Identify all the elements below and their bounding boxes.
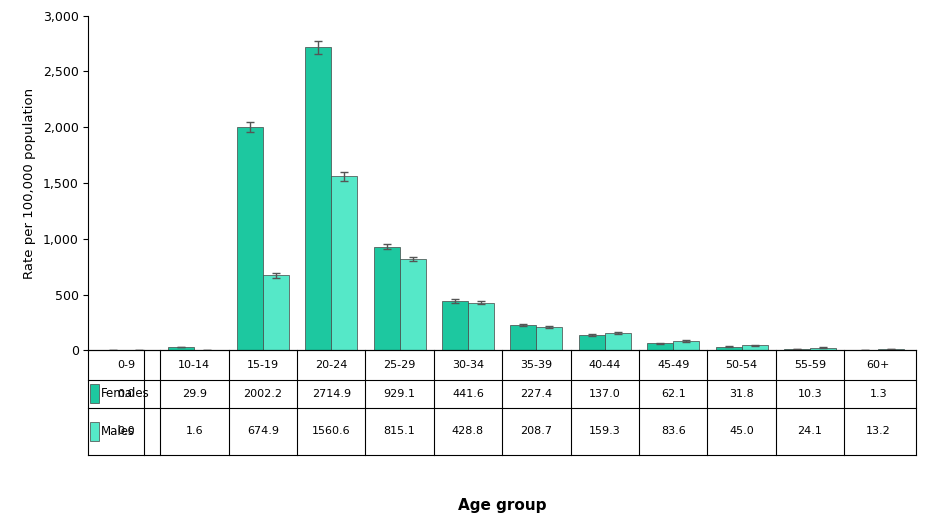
Bar (331, 176, 357, 350)
Text: 62.1: 62.1 (661, 389, 685, 399)
Bar (578, 335, 605, 350)
Text: 45.0: 45.0 (729, 426, 754, 437)
Bar (537, 327, 563, 350)
Text: 2714.9: 2714.9 (312, 389, 351, 399)
Text: 929.1: 929.1 (383, 389, 416, 399)
Bar (237, 127, 263, 350)
Bar (879, 349, 904, 350)
Text: 227.4: 227.4 (521, 389, 552, 399)
Text: 20-24: 20-24 (315, 360, 348, 370)
Bar (90, 422, 99, 441)
Bar (305, 48, 331, 350)
Bar (511, 325, 537, 350)
Text: 10-14: 10-14 (179, 360, 210, 370)
Text: 1.6: 1.6 (186, 426, 203, 437)
Bar (741, 345, 767, 350)
Text: 0.0: 0.0 (117, 426, 135, 437)
Text: 13.2: 13.2 (866, 426, 891, 437)
Bar (400, 259, 426, 350)
Text: Males: Males (101, 425, 136, 438)
Text: 441.6: 441.6 (452, 389, 484, 399)
Bar (442, 301, 468, 350)
Text: 0-9: 0-9 (117, 360, 135, 370)
Text: Females: Females (101, 388, 150, 400)
Text: 29.9: 29.9 (182, 389, 206, 399)
Bar (90, 384, 99, 403)
Bar (647, 344, 673, 350)
Text: 15-19: 15-19 (246, 360, 279, 370)
Text: 60+: 60+ (867, 360, 890, 370)
Text: 0.0: 0.0 (117, 389, 135, 399)
Text: 1560.6: 1560.6 (312, 426, 351, 437)
Bar (604, 333, 631, 350)
Bar (468, 303, 494, 350)
Bar (810, 348, 836, 350)
Text: 50-54: 50-54 (725, 360, 758, 370)
Y-axis label: Rate per 100,000 population: Rate per 100,000 population (23, 87, 36, 279)
Bar (784, 349, 810, 350)
Text: 1.3: 1.3 (870, 389, 887, 399)
Text: 31.8: 31.8 (729, 389, 754, 399)
Text: 45-49: 45-49 (657, 360, 689, 370)
Text: 24.1: 24.1 (798, 426, 822, 437)
Text: 40-44: 40-44 (589, 360, 621, 370)
Text: 55-59: 55-59 (794, 360, 826, 370)
Text: 10.3: 10.3 (798, 389, 822, 399)
Text: 83.6: 83.6 (661, 426, 685, 437)
Bar (673, 341, 699, 350)
Bar (263, 275, 289, 350)
Text: 674.9: 674.9 (246, 426, 279, 437)
Bar (374, 247, 400, 350)
Text: 137.0: 137.0 (589, 389, 620, 399)
Text: 2002.2: 2002.2 (244, 389, 283, 399)
Bar (168, 347, 194, 350)
Text: 208.7: 208.7 (521, 426, 552, 437)
Text: 159.3: 159.3 (589, 426, 620, 437)
Text: 25-29: 25-29 (383, 360, 416, 370)
Text: 35-39: 35-39 (521, 360, 552, 370)
Text: 815.1: 815.1 (384, 426, 416, 437)
Text: Age group: Age group (458, 497, 547, 513)
Bar (715, 347, 741, 350)
Text: 30-34: 30-34 (452, 360, 484, 370)
Text: 428.8: 428.8 (452, 426, 484, 437)
